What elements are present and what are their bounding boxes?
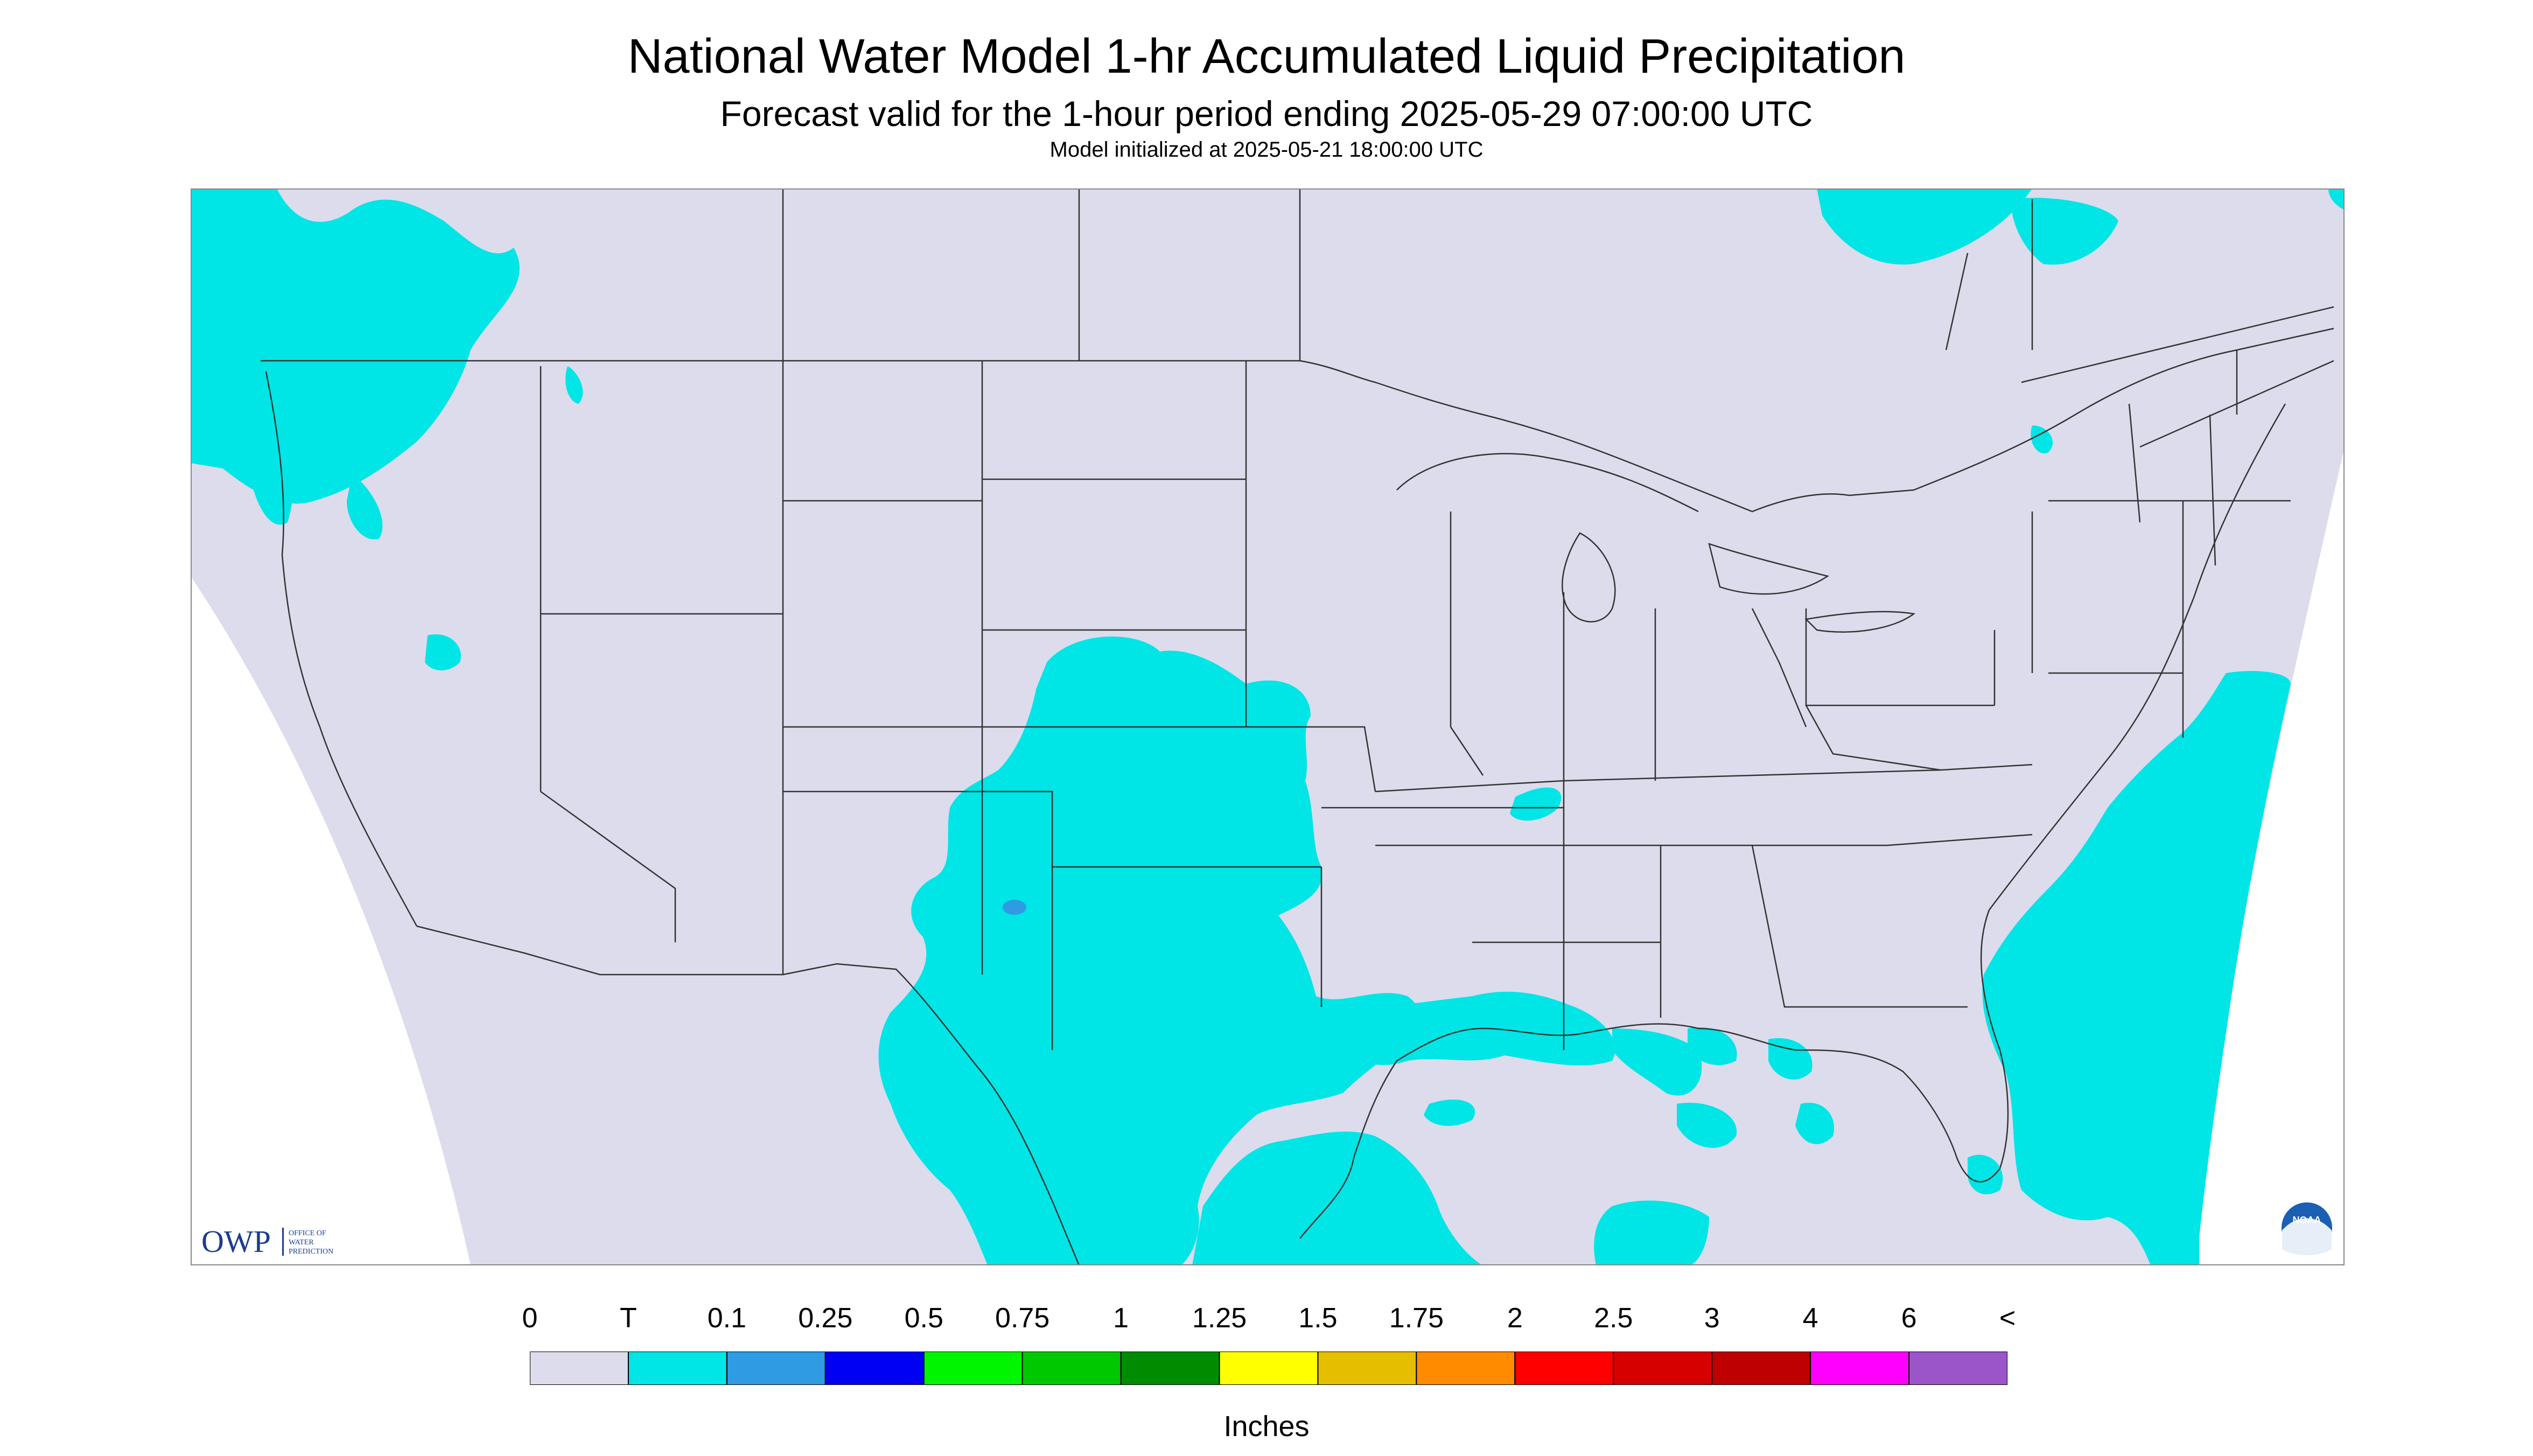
precip-area-nv (425, 634, 461, 670)
legend-label: 1.5 (1298, 1303, 1338, 1334)
model-init-time: Model initialized at 2025-05-21 18:00:00… (1049, 138, 1484, 162)
legend-label: 1.25 (1192, 1303, 1247, 1334)
legend-swatch (1613, 1352, 1713, 1385)
legend-labels: 0 T 0.1 0.25 0.5 0.75 1 1.25 1.5 1.75 2 2.5 3 4 6 < (0, 1302, 2533, 1340)
political-boundaries (261, 188, 2334, 1265)
legend-swatch (1711, 1352, 1811, 1385)
legend-label: 2.5 (1594, 1303, 1633, 1334)
precip-area-ne-coast (2328, 188, 2345, 210)
color-legend-bar (530, 1352, 2007, 1385)
precip-area-tn (1510, 787, 1562, 821)
legend-label: 4 (1802, 1303, 1818, 1334)
precip-area-quebec-2 (2011, 198, 2118, 265)
owp-logo-text-2: WATER (289, 1238, 314, 1247)
precip-area-or (347, 474, 383, 540)
legend-label: 6 (1901, 1303, 1917, 1334)
precip-area-fl-panhandle (1677, 1103, 1737, 1148)
legend-label: 0.1 (707, 1303, 747, 1334)
precip-area-quebec (1817, 188, 2032, 265)
legend-units: Inches (1223, 1410, 1310, 1443)
precip-area-se-se (1594, 1200, 1709, 1265)
legend-label: 0 (522, 1303, 538, 1334)
legend-label: 1 (1113, 1303, 1129, 1334)
legend-swatch (530, 1352, 629, 1385)
map-frame (191, 188, 2345, 1265)
precip-area-fl-keys (1968, 1154, 2003, 1195)
precip-area-id (565, 366, 583, 404)
precip-area-wa-coast (250, 415, 293, 525)
legend-swatch (923, 1352, 1023, 1385)
legend-label: 2 (1507, 1303, 1523, 1334)
precip-area-al-ga (1768, 1038, 1813, 1080)
owp-logo-text-1: OFFICE OF (289, 1229, 326, 1237)
legend-swatch (1021, 1352, 1122, 1385)
owp-logo-mark: OWP (201, 1224, 271, 1259)
legend-swatch (1810, 1352, 1910, 1385)
precip-area-gulf-blob (1424, 1099, 1475, 1126)
precip-area-maine (2031, 425, 2053, 453)
legend-swatch (1120, 1352, 1220, 1385)
owp-logo: OWP OFFICE OF WATER PREDICTION (201, 1224, 333, 1259)
legend-label: 0.5 (904, 1303, 943, 1334)
precip-area-plains (878, 636, 1422, 1265)
legend-swatch (1514, 1352, 1614, 1385)
map-subtitle: Forecast valid for the 1-hour period end… (720, 94, 1813, 134)
legend-label: 0.25 (798, 1303, 853, 1334)
precip-area-atlantic (1982, 671, 2291, 1265)
precip-area-nfl (1795, 1103, 1834, 1144)
legend-label: 1.75 (1389, 1303, 1444, 1334)
legend-label: 0.75 (995, 1303, 1050, 1334)
legend-swatch (1317, 1352, 1417, 1385)
legend-label: T (620, 1303, 637, 1334)
precip-areas (191, 188, 2345, 1265)
precip-area-fl-blob (1688, 1027, 1737, 1066)
noaa-logo: NOAA (2278, 1199, 2335, 1256)
legend-swatch (726, 1352, 826, 1385)
legend-swatch (824, 1352, 925, 1385)
precip-area-0p1 (1003, 900, 1026, 915)
map-title: National Water Model 1-hr Accumulated Li… (627, 30, 1906, 83)
noaa-logo-text: NOAA (2293, 1215, 2321, 1226)
precip-area-gulf-of-mexico (1192, 1131, 1483, 1265)
legend-label: < (1999, 1303, 2016, 1334)
legend-swatch (1908, 1352, 2007, 1385)
legend-swatch (627, 1352, 727, 1385)
legend-swatch (1219, 1352, 1319, 1385)
precip-area-gulf-east (1612, 1028, 1702, 1096)
legend-label: 3 (1704, 1303, 1720, 1334)
legend-swatch (1416, 1352, 1516, 1385)
precipitation-map: OWP OFFICE OF WATER PREDICTION NOAA (191, 188, 2345, 1265)
owp-logo-text-3: PREDICTION (289, 1248, 333, 1256)
